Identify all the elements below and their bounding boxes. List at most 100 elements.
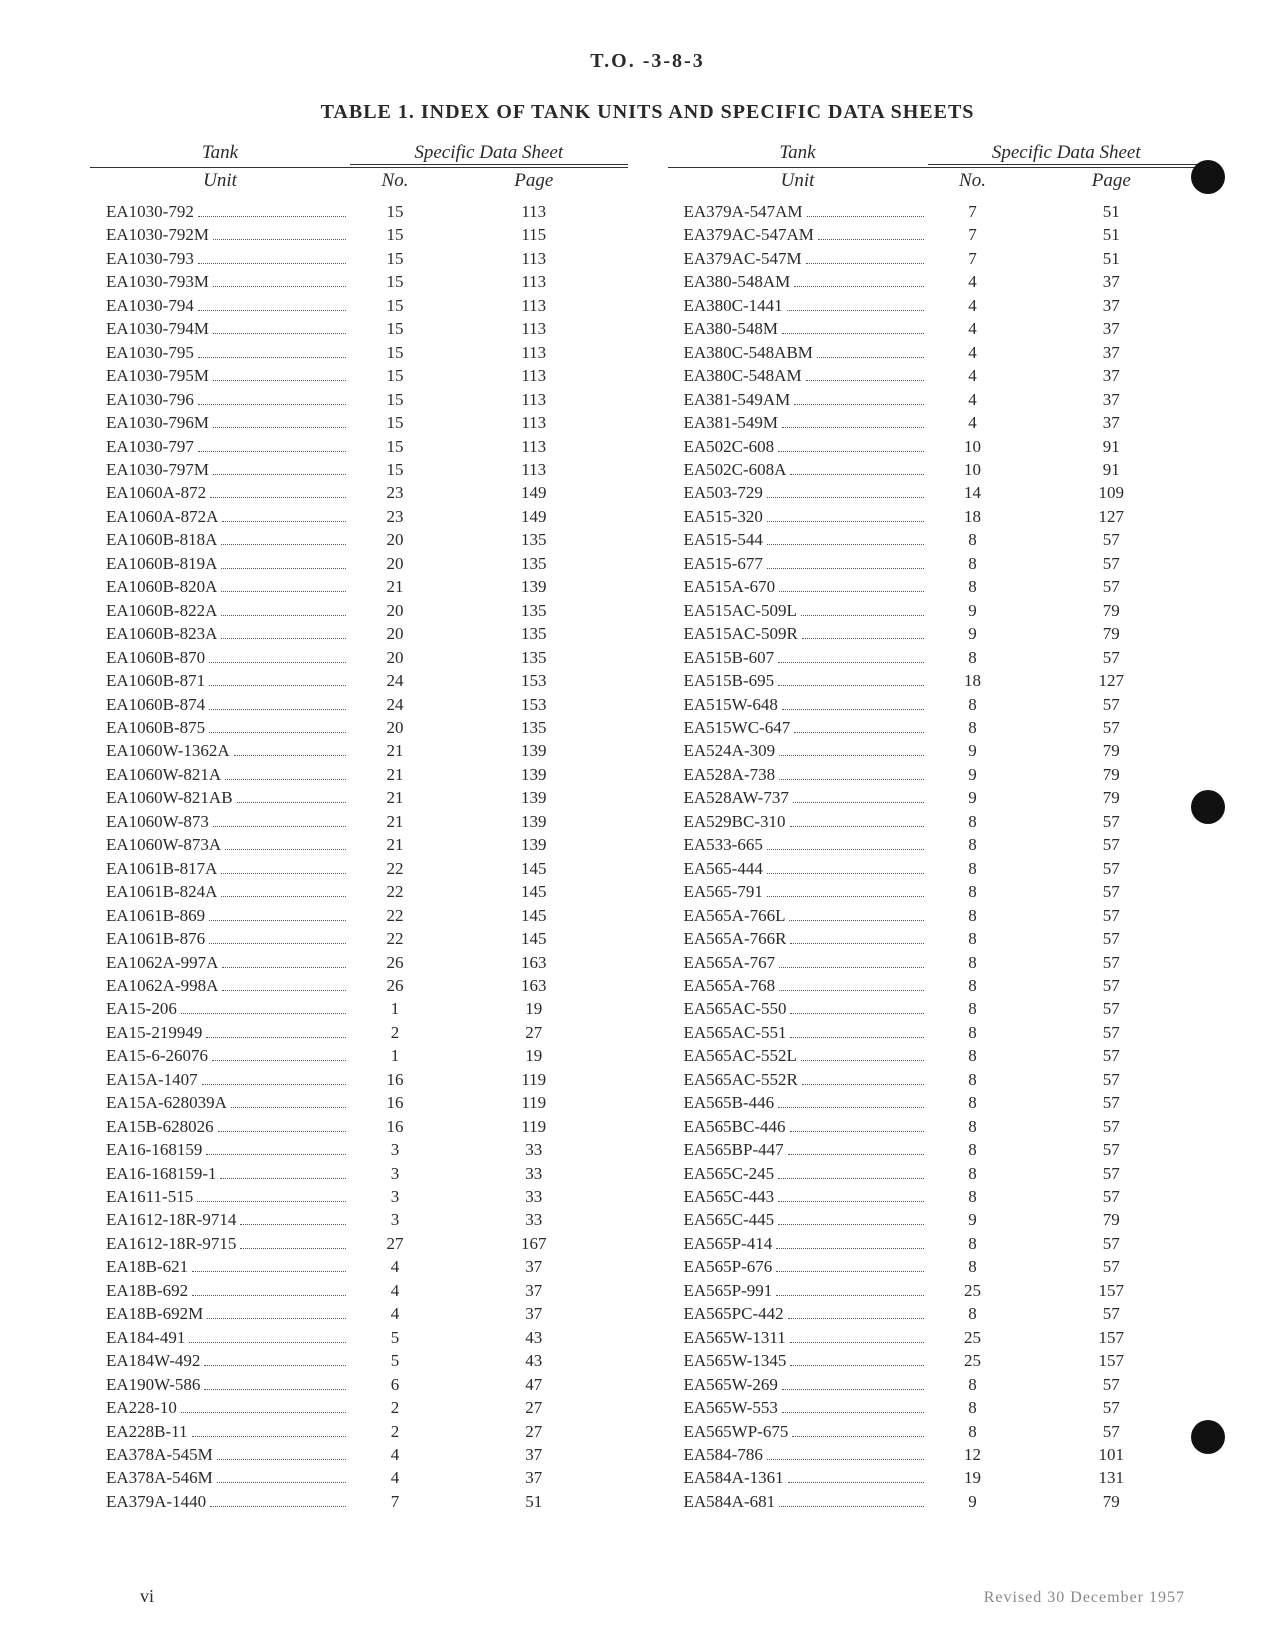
unit-cell: EA503-729 xyxy=(668,481,928,504)
page-cell: 27 xyxy=(440,1021,628,1044)
unit-label: EA1060B-875 xyxy=(90,716,205,739)
unit-cell: EA1061B-824A xyxy=(90,880,350,903)
no-cell: 16 xyxy=(350,1091,440,1114)
page-cell: 135 xyxy=(440,622,628,645)
no-cell: 15 xyxy=(350,411,440,434)
unit-label: EA1030-797M xyxy=(90,458,209,481)
no-cell: 8 xyxy=(928,857,1018,880)
leader-dots xyxy=(198,357,346,358)
index-columns: Tank Specific Data Sheet Unit No. Page E… xyxy=(90,142,1205,1513)
unit-cell: EA15-206 xyxy=(90,997,350,1020)
table-row: EA190W-586647 xyxy=(90,1373,628,1396)
unit-label: EA18B-621 xyxy=(90,1255,188,1278)
page-cell: 145 xyxy=(440,880,628,903)
page-cell: 37 xyxy=(1018,317,1206,340)
unit-label: EA379AC-547AM xyxy=(668,223,814,246)
unit-label: EA1030-794M xyxy=(90,317,209,340)
table-row: EA381-549AM437 xyxy=(668,388,1206,411)
unit-label: EA524A-309 xyxy=(668,739,776,762)
page-cell: 113 xyxy=(440,341,628,364)
table-row: EA15-219949227 xyxy=(90,1021,628,1044)
no-cell: 9 xyxy=(928,739,1018,762)
right-column: Tank Specific Data Sheet Unit No. Page E… xyxy=(668,142,1206,1513)
unit-label: EA380C-548ABM xyxy=(668,341,813,364)
page-cell: 79 xyxy=(1018,1490,1206,1513)
page-cell: 19 xyxy=(440,997,628,1020)
table-row: EA1030-79315113 xyxy=(90,247,628,270)
table-row: EA565-791857 xyxy=(668,880,1206,903)
no-cell: 25 xyxy=(928,1326,1018,1349)
no-cell: 12 xyxy=(928,1443,1018,1466)
unit-cell: EA1060B-870 xyxy=(90,646,350,669)
unit-label: EA1030-796M xyxy=(90,411,209,434)
page-cell: 135 xyxy=(440,599,628,622)
page-cell: 113 xyxy=(440,388,628,411)
unit-label: EA1060B-871 xyxy=(90,669,205,692)
page-cell: 145 xyxy=(440,904,628,927)
page-cell: 131 xyxy=(1018,1466,1206,1489)
unit-label: EA228-10 xyxy=(90,1396,177,1419)
unit-label: EA565C-443 xyxy=(668,1185,775,1208)
leader-dots xyxy=(222,521,346,522)
no-cell: 8 xyxy=(928,974,1018,997)
no-cell: 8 xyxy=(928,1044,1018,1067)
unit-cell: EA16-168159 xyxy=(90,1138,350,1161)
leader-dots xyxy=(801,1060,924,1061)
leader-dots xyxy=(767,896,924,897)
table-row: EA565W-553857 xyxy=(668,1396,1206,1419)
page-cell: 57 xyxy=(1018,997,1206,1020)
table-row: EA379A-1440751 xyxy=(90,1490,628,1513)
page-cell: 153 xyxy=(440,693,628,716)
table-row: EA528AW-737979 xyxy=(668,786,1206,809)
unit-label: EA380-548M xyxy=(668,317,778,340)
leader-dots xyxy=(209,732,346,733)
no-cell: 8 xyxy=(928,880,1018,903)
leader-dots xyxy=(778,685,923,686)
table-row: EA565C-245857 xyxy=(668,1162,1206,1185)
no-cell: 4 xyxy=(350,1443,440,1466)
unit-label: EA565AC-552R xyxy=(668,1068,798,1091)
no-cell: 1 xyxy=(350,1044,440,1067)
unit-label: EA381-549M xyxy=(668,411,778,434)
page-cell: 33 xyxy=(440,1162,628,1185)
no-cell: 6 xyxy=(350,1373,440,1396)
table-row: EA515AC-509R979 xyxy=(668,622,1206,645)
no-cell: 1 xyxy=(350,997,440,1020)
no-cell: 15 xyxy=(350,341,440,364)
page-cell: 57 xyxy=(1018,1115,1206,1138)
unit-cell: EA380C-548AM xyxy=(668,364,928,387)
unit-label: EA565W-1345 xyxy=(668,1349,787,1372)
leader-dots xyxy=(209,662,346,663)
page-cell: 57 xyxy=(1018,810,1206,833)
unit-cell: EA1062A-997A xyxy=(90,951,350,974)
hole-punch-icon xyxy=(1191,160,1225,194)
unit-cell: EA228B-11 xyxy=(90,1420,350,1443)
unit-label: EA1061B-824A xyxy=(90,880,217,903)
unit-cell: EA533-665 xyxy=(668,833,928,856)
page-cell: 57 xyxy=(1018,1396,1206,1419)
unit-cell: EA379A-1440 xyxy=(90,1490,350,1513)
table-row: EA515A-670857 xyxy=(668,575,1206,598)
no-cell: 7 xyxy=(928,247,1018,270)
page-cell: 135 xyxy=(440,716,628,739)
leader-dots xyxy=(779,1506,923,1507)
unit-label: EA18B-692M xyxy=(90,1302,203,1325)
unit-cell: EA18B-692M xyxy=(90,1302,350,1325)
leader-dots xyxy=(204,1389,346,1390)
unit-cell: EA15A-1407 xyxy=(90,1068,350,1091)
table-row: EA15A-628039A16119 xyxy=(90,1091,628,1114)
leader-dots xyxy=(793,802,924,803)
table-row: EA515B-69518127 xyxy=(668,669,1206,692)
page-cell: 145 xyxy=(440,927,628,950)
no-cell: 8 xyxy=(928,716,1018,739)
unit-cell: EA1060A-872 xyxy=(90,481,350,504)
table-row: EA1060W-821AB21139 xyxy=(90,786,628,809)
no-cell: 20 xyxy=(350,552,440,575)
page-cell: 153 xyxy=(440,669,628,692)
table-row: EA15B-62802616119 xyxy=(90,1115,628,1138)
unit-cell: EA1612-18R-9714 xyxy=(90,1208,350,1231)
unit-cell: EA1060W-821AB xyxy=(90,786,350,809)
leader-dots xyxy=(806,263,924,264)
unit-cell: EA515W-648 xyxy=(668,693,928,716)
column-subheader-row: Unit No. Page xyxy=(90,170,628,192)
